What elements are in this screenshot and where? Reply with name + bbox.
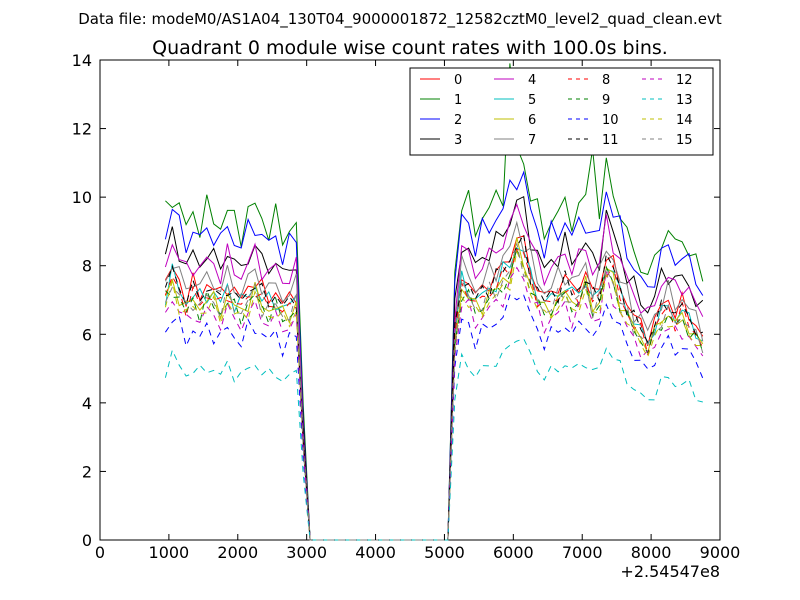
y-tick-label: 14 — [72, 51, 92, 70]
x-tick-label: 2000 — [217, 543, 258, 562]
x-tick-label: 6000 — [493, 543, 534, 562]
x-tick-label: 9000 — [700, 543, 741, 562]
x-axis-ticks: 0 1000 2000 3000 4000 5000 6000 7000 8000 9000 — [95, 60, 740, 562]
x-tick-label: 8000 — [631, 543, 672, 562]
y-tick-label: 4 — [82, 394, 92, 413]
y-tick-label: 0 — [82, 531, 92, 550]
y-tick-label: 10 — [72, 188, 92, 207]
data-file-label: Data file: modeM0/AS1A04_130T04_90000018… — [78, 10, 722, 29]
series-line-7 — [164, 220, 704, 541]
legend-label-13: 13 — [676, 93, 693, 108]
y-tick-label: 6 — [82, 325, 92, 344]
series-line-12 — [164, 266, 704, 541]
series-line-4 — [164, 202, 704, 541]
y-tick-label: 8 — [82, 257, 92, 276]
y-tick-label: 2 — [82, 462, 92, 481]
x-tick-label: 5000 — [424, 543, 465, 562]
series-line-6 — [164, 237, 704, 541]
legend-label-8: 8 — [602, 73, 610, 88]
x-tick-label: 7000 — [562, 543, 603, 562]
legend-label-6: 6 — [528, 113, 536, 128]
legend-label-0: 0 — [454, 73, 462, 88]
legend-box — [409, 67, 714, 156]
x-tick-label: 4000 — [355, 543, 396, 562]
legend-label-14: 14 — [676, 113, 693, 128]
series-line-9 — [165, 247, 704, 541]
legend-label-15: 15 — [676, 133, 693, 148]
series-line-11 — [164, 232, 703, 541]
series-line-5 — [164, 247, 703, 541]
series-line-10 — [164, 294, 704, 541]
x-axis-offset-label: +2.54547e8 — [620, 562, 720, 581]
series-line-2 — [164, 170, 704, 541]
x-tick-label: 0 — [95, 543, 105, 562]
series-layer — [164, 63, 704, 541]
legend-label-1: 1 — [454, 93, 462, 108]
legend-label-4: 4 — [528, 73, 536, 88]
x-tick-label: 3000 — [286, 543, 327, 562]
series-line-3 — [164, 195, 704, 541]
y-tick-label: 12 — [72, 120, 92, 139]
legend-label-2: 2 — [454, 113, 462, 128]
legend-label-3: 3 — [454, 133, 462, 148]
x-tick-label: 1000 — [149, 543, 190, 562]
legend-label-5: 5 — [528, 93, 536, 108]
legend-label-11: 11 — [602, 133, 619, 148]
legend-label-12: 12 — [676, 73, 693, 88]
legend-label-9: 9 — [602, 93, 610, 108]
series-line-14 — [164, 249, 703, 541]
legend-label-10: 10 — [602, 113, 619, 128]
series-line-13 — [164, 338, 703, 541]
chart-title: Quadrant 0 module wise count rates with … — [152, 37, 668, 59]
legend-label-7: 7 — [528, 133, 536, 148]
series-line-1 — [165, 63, 704, 541]
series-line-15 — [164, 243, 704, 541]
